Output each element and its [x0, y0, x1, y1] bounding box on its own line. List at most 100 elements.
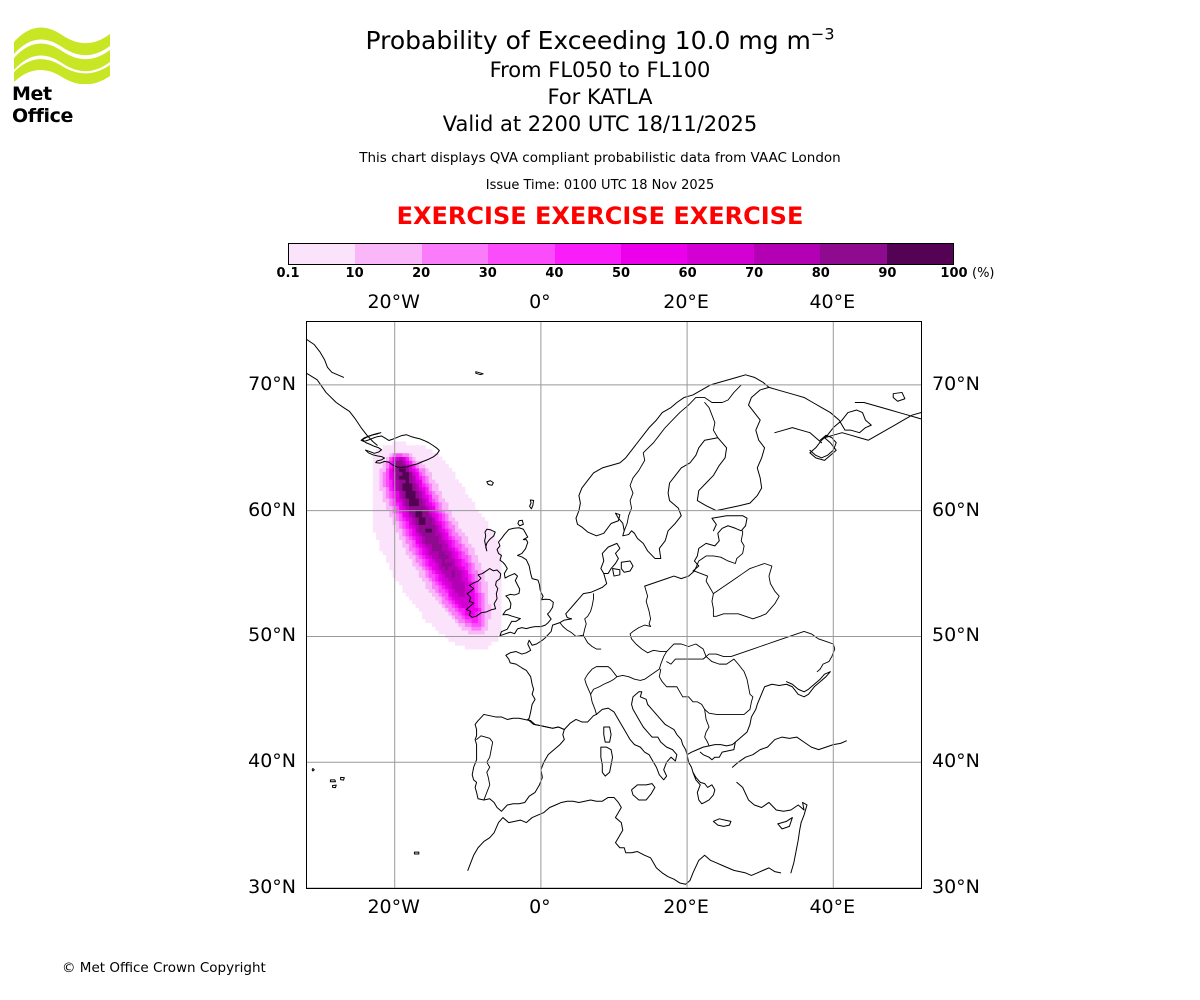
ash-cell	[422, 569, 426, 574]
ash-cell	[425, 449, 430, 454]
ash-cell	[382, 471, 387, 476]
ash-cell	[451, 584, 456, 590]
ash-cell	[458, 513, 463, 518]
ash-cell	[389, 479, 393, 484]
ash-cell	[399, 528, 403, 533]
ash-cell	[418, 596, 423, 601]
map-panel[interactable]	[306, 321, 922, 889]
ash-cell	[435, 554, 440, 559]
ash-cell	[372, 509, 377, 514]
ash-cell	[497, 603, 502, 608]
ash-cell	[487, 630, 492, 635]
ash-cell	[418, 550, 423, 556]
ash-cell	[379, 532, 384, 537]
ash-cell	[451, 607, 456, 612]
ash-cell	[468, 637, 472, 642]
ash-cell	[471, 618, 476, 624]
ash-cell	[425, 486, 430, 491]
ash-cell	[461, 490, 466, 495]
ash-cell	[464, 550, 469, 556]
ash-cell	[481, 528, 486, 533]
ash-cell	[385, 550, 390, 556]
ash-cell	[402, 513, 407, 518]
ash-cell	[451, 532, 456, 537]
ash-cell	[402, 441, 407, 446]
ash-cell	[441, 569, 446, 574]
ash-cell	[497, 599, 502, 605]
ash-cell	[455, 547, 459, 552]
ash-cell	[402, 566, 407, 571]
ash-cell	[491, 535, 495, 541]
ash-cell	[451, 588, 456, 593]
ash-cell	[412, 588, 416, 593]
ash-cell	[399, 569, 403, 574]
page-title: Probability of Exceeding 10.0 mg m−3	[0, 24, 1200, 57]
ash-cell	[494, 588, 499, 593]
ash-cell	[491, 603, 495, 608]
ash-cell	[458, 524, 463, 529]
border-hu-ro-rs	[658, 656, 754, 715]
ash-cell	[418, 584, 423, 590]
ash-cell	[445, 475, 449, 480]
ash-cell	[431, 479, 436, 484]
ash-cell	[494, 596, 499, 601]
ash-cell	[415, 566, 420, 571]
ash-cell	[431, 588, 436, 593]
ash-cell	[458, 569, 463, 574]
ash-cell	[461, 577, 466, 582]
ash-cell	[468, 577, 472, 582]
ash-cell	[435, 596, 440, 601]
coastline-iceland	[360, 432, 440, 468]
ash-cell	[425, 475, 430, 480]
ash-cell	[464, 637, 469, 642]
colorbar-band-50-60	[621, 244, 688, 264]
ash-cell	[491, 569, 495, 574]
ash-cell	[458, 637, 463, 642]
ash-cell	[399, 532, 403, 537]
ash-cell	[474, 554, 479, 559]
ash-cell	[455, 611, 459, 616]
border-at-it	[590, 651, 668, 715]
ash-cell	[425, 618, 430, 624]
ash-cell	[372, 456, 377, 461]
ash-cell	[448, 513, 453, 518]
ash-cell	[451, 490, 456, 495]
ash-cell	[402, 543, 407, 548]
ash-cell	[385, 547, 390, 552]
ash-cell	[455, 505, 459, 510]
ash-cell	[418, 505, 423, 510]
ash-cell	[448, 501, 453, 507]
ash-cell	[435, 539, 440, 544]
ash-cell	[481, 615, 486, 620]
ash-cell	[438, 607, 443, 612]
lon-label-bottom-20°W: 20°W	[367, 896, 420, 918]
ash-cell	[389, 483, 393, 488]
ash-cell	[425, 528, 430, 533]
ash-cell	[461, 505, 466, 510]
lat-label-left-60°N: 60°N	[248, 498, 296, 521]
ash-cell	[474, 615, 479, 620]
ash-cell	[402, 569, 407, 574]
lon-label-bottom-40°E: 40°E	[809, 896, 856, 918]
ash-cell	[464, 516, 469, 522]
ash-cell	[474, 558, 479, 563]
ash-cell	[385, 490, 390, 495]
ash-cell	[399, 467, 403, 473]
ash-cell	[428, 524, 433, 529]
ash-cell	[395, 535, 400, 541]
ash-cell	[458, 501, 463, 507]
ash-cell	[408, 509, 413, 514]
ash-cell	[425, 467, 430, 473]
ash-cell	[372, 501, 377, 507]
ash-cell	[385, 486, 390, 491]
ash-cell	[428, 467, 433, 473]
ash-cell	[431, 577, 436, 582]
ash-cell	[481, 573, 486, 578]
border-ua-ru	[702, 630, 836, 673]
ash-cell	[385, 528, 390, 533]
ash-cell	[461, 494, 466, 499]
ash-cell	[441, 581, 446, 586]
ash-cell	[415, 460, 420, 465]
ash-cell	[445, 539, 449, 544]
ash-cell	[376, 464, 380, 469]
